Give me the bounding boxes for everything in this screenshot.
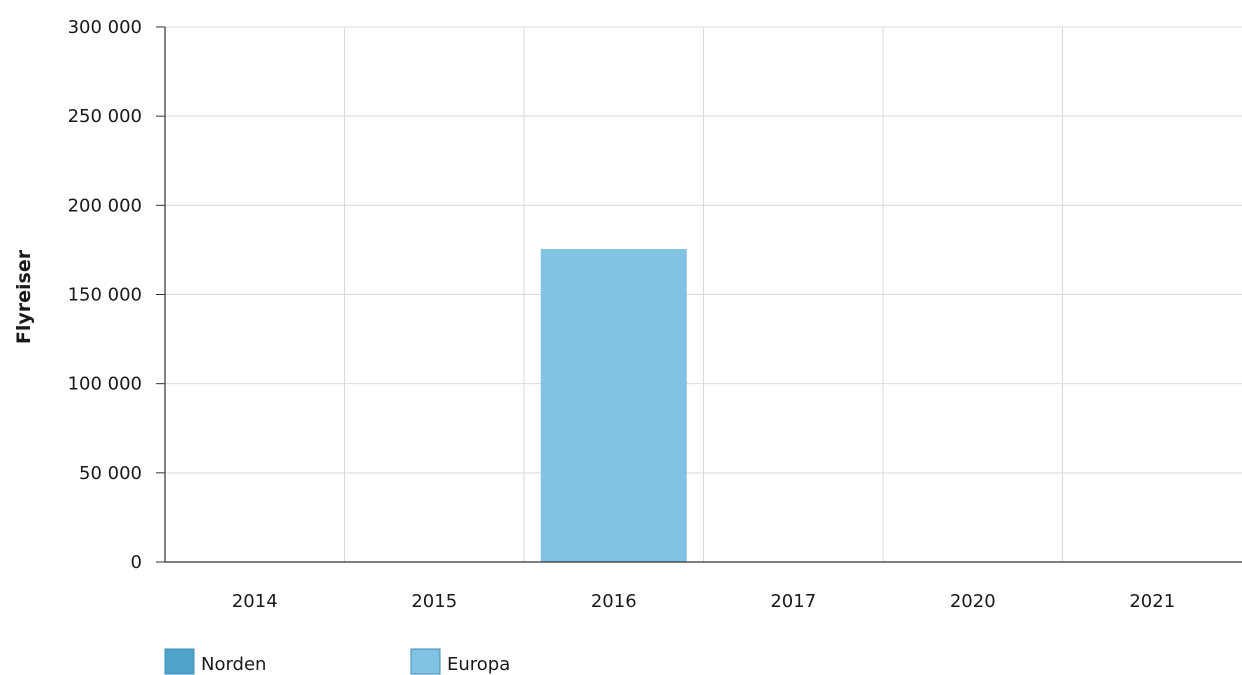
legend-label-norden: Norden	[201, 654, 266, 675]
bar-europa-2016	[540, 249, 687, 562]
y-tick-label: 150 000	[68, 285, 142, 306]
x-tick-label: 2021	[1129, 591, 1175, 612]
legend-label-europa: Europa	[447, 654, 510, 675]
legend: Norden Europa	[164, 648, 510, 675]
x-tick-label: 2014	[232, 591, 278, 612]
axis-layer	[156, 26, 1242, 563]
y-axis-title: Flyreiser	[13, 249, 35, 344]
label-layer: 0 50 000 100 000 150 000 200 000 250 000 300 0…	[68, 17, 1176, 612]
x-tick-label: 2015	[411, 591, 457, 612]
y-tick-label: 200 000	[68, 195, 142, 216]
y-tick-label: 250 000	[68, 106, 142, 127]
x-tick-label: 2016	[591, 591, 637, 612]
grid-layer	[165, 26, 1242, 562]
bar-layer	[540, 249, 687, 562]
x-tick-label: 2020	[950, 591, 996, 612]
legend-swatch-europa	[410, 648, 441, 675]
x-tick-label: 2017	[770, 591, 816, 612]
y-tick-label: 50 000	[79, 463, 142, 484]
y-tick-label: 0	[131, 552, 142, 573]
y-tick-label: 300 000	[68, 17, 142, 38]
legend-swatch-norden	[164, 648, 195, 675]
y-tick-label: 100 000	[68, 374, 142, 395]
